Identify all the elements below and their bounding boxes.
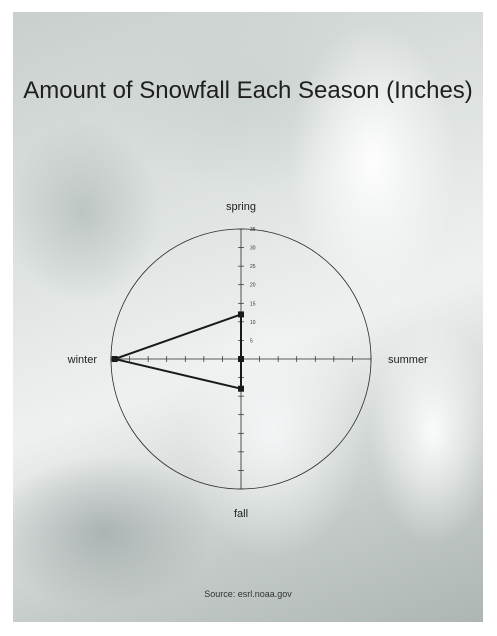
tick-label: 15 [250, 301, 256, 307]
data-point-fall [238, 385, 244, 392]
tick-label: 20 [250, 283, 256, 289]
data-point-spring [238, 311, 244, 318]
tick-label: 25 [250, 264, 256, 270]
axis-label-winter: winter [67, 354, 98, 366]
axis-label-spring: spring [226, 201, 256, 213]
chart-title: Amount of Snowfall Each Season (Inches) [23, 77, 473, 104]
data-point-winter [111, 356, 118, 362]
tick-label: 30 [250, 246, 256, 252]
tick-label: 5 [250, 338, 253, 344]
source-note: Source: esrl.noaa.gov [204, 589, 292, 599]
series-line [113, 313, 242, 390]
axis-label-summer: summer [388, 354, 428, 366]
data-point-summer [238, 356, 244, 362]
axis-label-fall: fall [234, 508, 248, 520]
background-photo [13, 12, 483, 622]
tick-label: 10 [250, 320, 256, 326]
tick-label: 35 [250, 227, 256, 233]
